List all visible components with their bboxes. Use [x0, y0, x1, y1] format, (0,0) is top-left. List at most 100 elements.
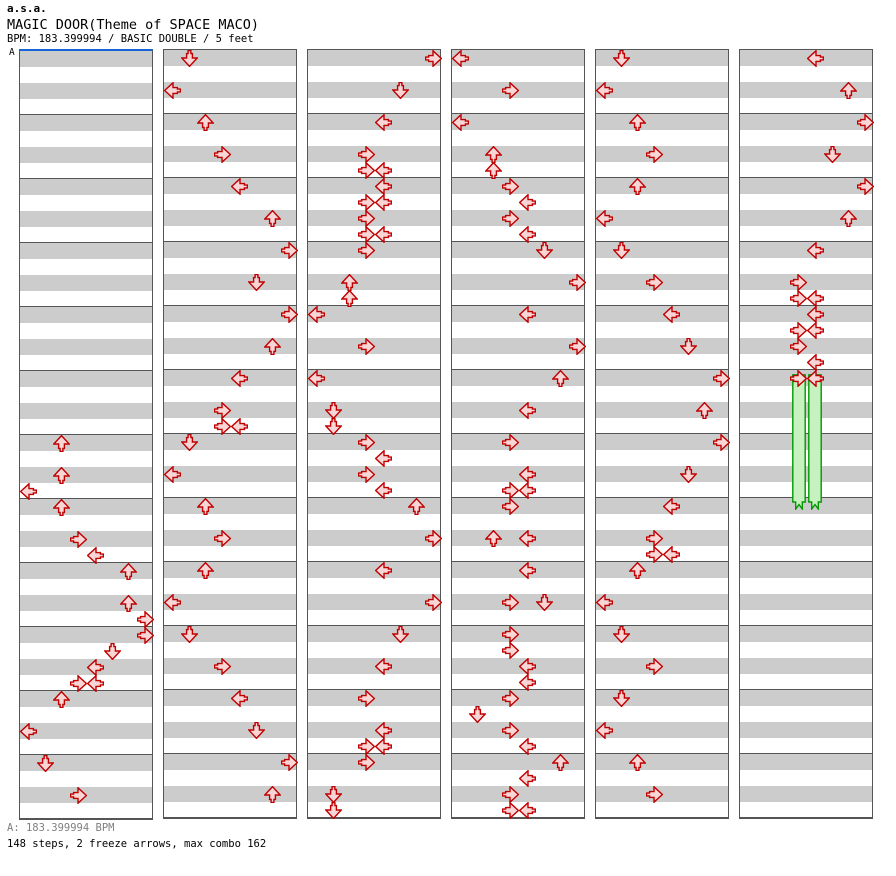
freeze-arrow-body: [808, 374, 823, 514]
down-arrow-note: [612, 49, 630, 67]
left-arrow-note: [86, 674, 104, 692]
left-arrow-note: [595, 593, 613, 611]
up-arrow-note: [341, 273, 359, 291]
down-arrow-note: [679, 465, 697, 483]
right-arrow-note: [214, 417, 232, 435]
left-arrow-note: [374, 113, 392, 131]
up-arrow-note: [341, 289, 359, 307]
right-arrow-note: [425, 529, 443, 547]
down-arrow-note: [612, 241, 630, 259]
right-arrow-note: [137, 610, 155, 628]
left-arrow-note: [518, 769, 536, 787]
right-arrow-note: [502, 785, 520, 803]
right-arrow-note: [281, 241, 299, 259]
right-arrow-note: [502, 209, 520, 227]
left-arrow-note: [230, 417, 248, 435]
left-arrow-note: [374, 193, 392, 211]
right-arrow-note: [281, 753, 299, 771]
left-arrow-note: [662, 545, 680, 563]
right-arrow-note: [358, 689, 376, 707]
up-arrow-note: [552, 753, 570, 771]
left-arrow-note: [806, 305, 824, 323]
left-arrow-note: [19, 722, 37, 740]
up-arrow-note: [53, 434, 71, 452]
right-arrow-note: [358, 145, 376, 163]
down-arrow-note: [391, 625, 409, 643]
up-arrow-note: [696, 401, 714, 419]
right-arrow-note: [646, 545, 664, 563]
left-arrow-note: [374, 721, 392, 739]
down-arrow-note: [247, 273, 265, 291]
right-arrow-note: [425, 49, 443, 67]
down-arrow-note: [103, 642, 121, 660]
left-arrow-note: [595, 721, 613, 739]
right-arrow-note: [502, 481, 520, 499]
right-arrow-note: [358, 241, 376, 259]
left-arrow-note: [374, 225, 392, 243]
right-arrow-note: [214, 657, 232, 675]
right-arrow-note: [358, 737, 376, 755]
right-arrow-note: [358, 161, 376, 179]
left-arrow-note: [374, 561, 392, 579]
left-arrow-note: [307, 369, 325, 387]
right-arrow-note: [790, 321, 808, 339]
down-arrow-note: [180, 49, 198, 67]
left-arrow-note: [595, 209, 613, 227]
left-arrow-note: [19, 482, 37, 500]
left-arrow-note: [374, 449, 392, 467]
footer-stats-line: 148 steps, 2 freeze arrows, max combo 16…: [7, 838, 267, 850]
right-arrow-note: [358, 193, 376, 211]
right-arrow-note: [214, 529, 232, 547]
right-arrow-note: [358, 225, 376, 243]
up-arrow-note: [629, 753, 647, 771]
left-arrow-note: [518, 657, 536, 675]
right-arrow-note: [502, 593, 520, 611]
left-arrow-note: [86, 546, 104, 564]
right-arrow-note: [569, 337, 587, 355]
down-arrow-note: [612, 689, 630, 707]
right-arrow-note: [646, 145, 664, 163]
left-arrow-note: [518, 193, 536, 211]
left-arrow-note: [662, 497, 680, 515]
left-arrow-note: [806, 49, 824, 67]
left-arrow-note: [86, 658, 104, 676]
right-arrow-note: [70, 530, 88, 548]
right-arrow-note: [502, 641, 520, 659]
right-arrow-note: [646, 785, 664, 803]
left-arrow-note: [518, 529, 536, 547]
right-arrow-note: [790, 369, 808, 387]
right-arrow-note: [70, 674, 88, 692]
left-arrow-note: [518, 225, 536, 243]
section-marker-a: A: [9, 47, 15, 58]
chart-column-6: [739, 49, 875, 819]
up-arrow-note: [840, 209, 858, 227]
down-arrow-note: [36, 754, 54, 772]
left-arrow-note: [518, 401, 536, 419]
right-arrow-note: [502, 497, 520, 515]
up-arrow-note: [53, 466, 71, 484]
left-arrow-note: [163, 81, 181, 99]
down-arrow-note: [535, 593, 553, 611]
right-arrow-note: [857, 113, 875, 131]
right-arrow-note: [502, 433, 520, 451]
left-arrow-note: [595, 81, 613, 99]
down-arrow-note: [823, 145, 841, 163]
right-arrow-note: [425, 593, 443, 611]
left-arrow-note: [518, 465, 536, 483]
down-arrow-note: [679, 337, 697, 355]
left-arrow-note: [518, 801, 536, 819]
chart-column-5: [595, 49, 731, 819]
up-arrow-note: [264, 785, 282, 803]
right-arrow-note: [790, 337, 808, 355]
right-arrow-note: [358, 209, 376, 227]
left-arrow-note: [518, 561, 536, 579]
up-arrow-note: [629, 177, 647, 195]
up-arrow-note: [120, 594, 138, 612]
down-arrow-note: [324, 401, 342, 419]
right-arrow-note: [502, 801, 520, 819]
right-arrow-note: [502, 81, 520, 99]
right-arrow-note: [281, 305, 299, 323]
down-arrow-note: [468, 705, 486, 723]
chart-column-1: [19, 49, 155, 820]
right-arrow-note: [358, 433, 376, 451]
